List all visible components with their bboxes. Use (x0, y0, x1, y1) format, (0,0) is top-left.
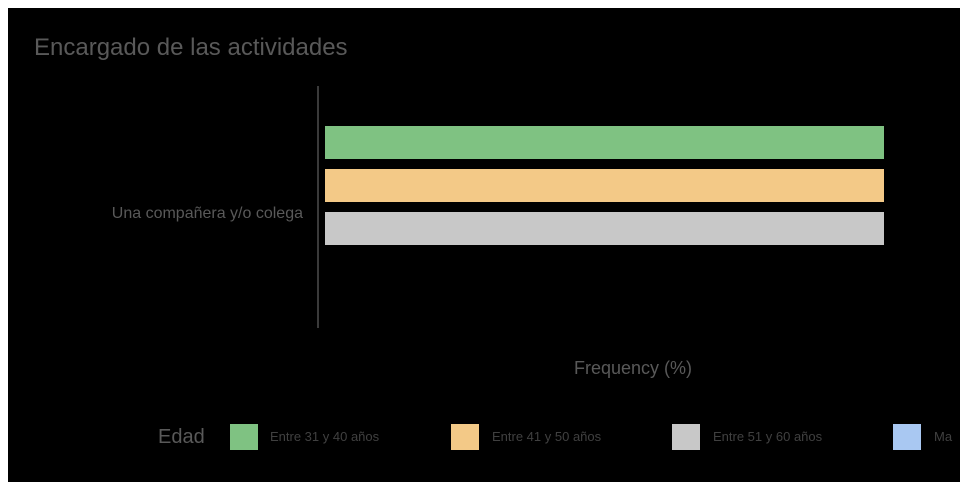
legend-label-41-50: Entre 41 y 50 años (492, 429, 602, 444)
bar-entre-41-y-50-a-os (325, 169, 884, 202)
legend-swatch-51-60 (672, 424, 700, 450)
legend-swatch-ma (893, 424, 921, 450)
legend-label-ma: Ma (934, 429, 953, 444)
plot-area: Una compañera y/o colega Frequency (%) (112, 86, 884, 378)
legend-label-31-40: Entre 31 y 40 años (270, 429, 380, 444)
chart-title: Encargado de las actividades (34, 34, 348, 61)
legend-swatch-41-50 (451, 424, 479, 450)
chart-panel: Encargado de las actividades Una compañe… (8, 8, 960, 482)
x-axis-label: Frequency (%) (574, 358, 692, 378)
legend-label-51-60: Entre 51 y 60 años (713, 429, 823, 444)
category-label: Una compañera y/o colega (112, 205, 303, 222)
bar-entre-31-y-40-a-os (325, 126, 884, 159)
bar-entre-51-y-60-a-os (325, 212, 884, 245)
legend-title: Edad (158, 426, 205, 448)
legend-swatch-31-40 (230, 424, 258, 450)
bars-group (325, 126, 884, 245)
